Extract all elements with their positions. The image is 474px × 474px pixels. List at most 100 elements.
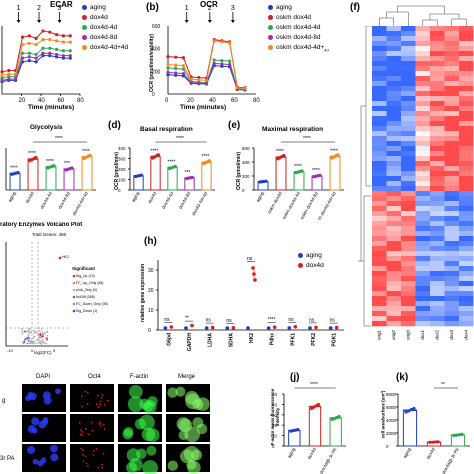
- heatmap-column-label: dox2: [434, 330, 439, 340]
- heat-cell: [444, 156, 459, 162]
- bar: [167, 166, 178, 191]
- heat-cell: [372, 86, 387, 92]
- category-label: dox4d@-3r PA: [319, 447, 338, 474]
- heat-cell: [459, 311, 474, 317]
- heat-cell: [415, 181, 430, 187]
- heat-cell: [401, 241, 416, 247]
- y-tick-label: 20: [148, 288, 154, 294]
- heat-cell: [372, 211, 387, 217]
- heat-cell: [415, 51, 430, 57]
- y-tick-label: 400: [152, 47, 161, 53]
- heat-cell: [401, 181, 416, 187]
- heat-cell: [430, 156, 445, 162]
- x-tick-label: 0: [165, 98, 169, 104]
- heat-cell: [401, 306, 416, 312]
- heat-cell: [415, 316, 430, 322]
- volcano-point: [36, 339, 38, 341]
- data-dot: [457, 433, 461, 437]
- heat-cell: [430, 81, 445, 87]
- heat-cell: [444, 131, 459, 137]
- cell-signal: [192, 399, 204, 410]
- heat-cell: [372, 281, 387, 287]
- heat-cell: [459, 61, 474, 67]
- heat-cell: [415, 61, 430, 67]
- heat-cell: [444, 316, 459, 322]
- micro-header-dapi: DAPI: [36, 374, 51, 380]
- data-point: [55, 52, 59, 57]
- cell-signal: [98, 423, 100, 425]
- volcano-legend-dot: [72, 274, 76, 278]
- heat-cell: [444, 226, 459, 232]
- ocr-chart: 1 2 3 0 20 40 60 80 0 200 400 600: [152, 5, 260, 104]
- cell-signal: [84, 428, 87, 430]
- y-tick-label: 10: [148, 308, 154, 314]
- heat-cell: [444, 306, 459, 312]
- data-point: [14, 72, 18, 76]
- heat-cell: [372, 71, 387, 77]
- y-tick-label: 0: [272, 444, 275, 449]
- panel-label-f: (f): [350, 2, 360, 13]
- heat-cell: [430, 261, 445, 267]
- heat-cell: [386, 41, 401, 47]
- heat-cell: [415, 156, 430, 162]
- volcano-point: [39, 340, 42, 342]
- heat-cell: [444, 236, 459, 242]
- x-tick-label: 80: [253, 98, 260, 104]
- cell-signal: [41, 419, 48, 426]
- heat-cell: [415, 286, 430, 292]
- panel-label-b: (b): [146, 2, 159, 13]
- heat-cell: [459, 186, 474, 192]
- y-tick-label: 200: [242, 174, 250, 179]
- heat-cell: [430, 31, 445, 37]
- heat-cell: [401, 216, 416, 222]
- heat-cell: [430, 151, 445, 157]
- heat-cell: [459, 151, 474, 157]
- heat-cell: [444, 171, 459, 177]
- heat-cell: [401, 261, 416, 267]
- heat-cell: [386, 301, 401, 307]
- x-tick-label: 20: [187, 98, 194, 104]
- heat-cell: [444, 246, 459, 252]
- heat-cell: [415, 101, 430, 107]
- heat-cell: [430, 36, 445, 42]
- injection-label: 2: [37, 5, 41, 12]
- data-point: [228, 41, 232, 45]
- heat-cell: [459, 111, 474, 117]
- heat-cell: [386, 101, 401, 107]
- heat-cell: [459, 251, 474, 257]
- heat-cell: [430, 146, 445, 152]
- volcano-point: [38, 334, 40, 337]
- glycolysis-title: Glycolysis: [30, 124, 63, 131]
- data-point: [0, 78, 4, 82]
- heat-cell: [386, 191, 401, 197]
- cell-signal: [85, 462, 88, 465]
- volcano-point: [42, 338, 44, 341]
- heat-cell: [415, 131, 430, 137]
- heat-cell: [430, 56, 445, 62]
- volcano-point: [38, 341, 41, 344]
- heat-cell: [444, 141, 459, 147]
- ocr-ylabel: OCR (pmol/min/viability): [149, 33, 155, 93]
- heat-cell: [401, 76, 416, 82]
- heat-cell: [444, 61, 459, 67]
- heat-cell: [372, 316, 387, 322]
- panel-label-e: (e): [228, 120, 241, 131]
- heat-cell: [415, 36, 430, 42]
- heatmap-column-label: ung3: [405, 330, 410, 341]
- heat-cell: [386, 106, 401, 112]
- sig-star: ***: [185, 170, 191, 176]
- column-dendrogram: [379, 5, 467, 26]
- cell-signal: [92, 449, 95, 452]
- heat-cell: [386, 121, 401, 127]
- sig-star: ****: [10, 165, 18, 171]
- heat-cell: [430, 166, 445, 172]
- heat-cell: [372, 151, 387, 157]
- heat-cell: [459, 301, 474, 307]
- legend-item-dox4d: dox4d: [82, 14, 108, 21]
- micrograph-tile: [70, 384, 114, 412]
- heat-cell: [415, 211, 430, 217]
- heat-cell: [444, 41, 459, 47]
- sig-star: ****: [310, 382, 318, 388]
- heat-cell: [372, 126, 387, 132]
- cell-signal: [95, 447, 98, 450]
